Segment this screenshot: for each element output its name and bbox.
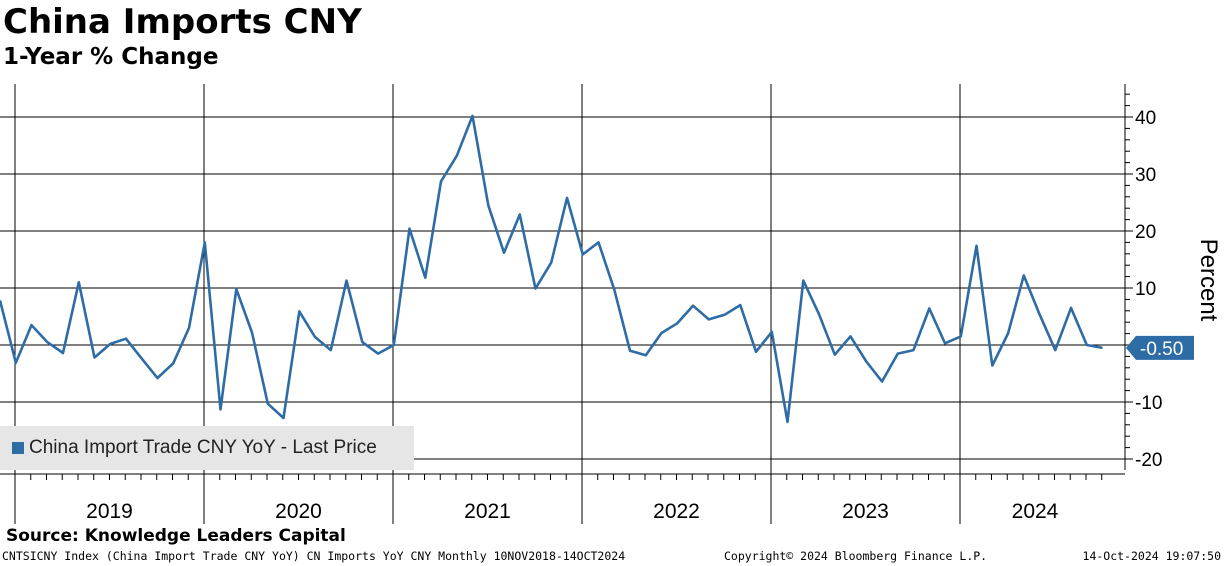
footer-ticker-info: CNTSICNY Index (China Import Trade CNY Y… [2,549,626,563]
x-tick-label: 2023 [842,500,889,523]
y-tick-label: 10 [1135,279,1156,300]
y-tick-label: -10 [1135,393,1162,414]
source-text: Source: Knowledge Leaders Capital [6,526,346,546]
y-tick-label: 20 [1135,222,1156,243]
y-tick-label: 30 [1135,165,1156,186]
last-value-marker [1126,335,1194,360]
chart-title: China Imports CNY [3,2,362,42]
footer-timestamp: 14-Oct-2024 19:07:50 [1082,549,1221,563]
x-tick-label: 2024 [1012,500,1059,523]
x-tick-label: 2021 [464,500,511,523]
x-tick-label: 2019 [86,500,133,523]
chart-subtitle: 1-Year % Change [3,44,219,70]
y-axis-label: Percent [1195,238,1222,322]
y-tick-label: -20 [1135,450,1162,471]
legend: China Import Trade CNY YoY - Last Price [0,426,414,470]
x-tick-label: 2022 [653,500,700,523]
legend-swatch [12,442,24,454]
x-tick-label: 2020 [275,500,322,523]
footer-copyright: Copyright© 2024 Bloomberg Finance L.P. [724,549,988,563]
legend-label: China Import Trade CNY YoY - Last Price [29,437,377,458]
series-line [0,114,1103,424]
last-value-label: -0.50 [1140,339,1183,360]
y-tick-label: 40 [1135,108,1156,129]
